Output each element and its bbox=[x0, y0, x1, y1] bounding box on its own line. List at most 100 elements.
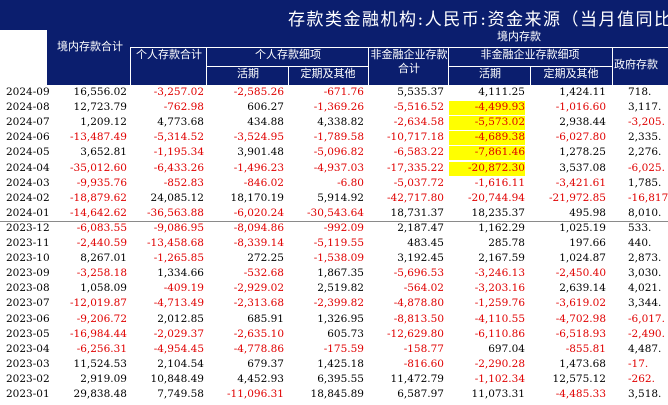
table-cell: 18,731.37 bbox=[390, 206, 444, 219]
table-cell: 3,652.81 bbox=[80, 146, 127, 159]
table-cell: 272.25 bbox=[247, 252, 284, 265]
table-cell: 1,025.19 bbox=[559, 221, 606, 234]
table-cell: -9,935.76 bbox=[76, 176, 127, 189]
table-cell: -532.68 bbox=[243, 267, 284, 280]
table-cell: -8,094.86 bbox=[233, 221, 284, 234]
table-cell: -3,258.18 bbox=[76, 267, 127, 280]
table-cell: -35,012.60 bbox=[70, 161, 127, 174]
table-cell: -6,433.26 bbox=[153, 161, 204, 174]
table-cell: 1,424.11 bbox=[559, 86, 606, 98]
table-cell: -5,119.55 bbox=[313, 237, 364, 249]
table-cell: 18,845.89 bbox=[310, 388, 364, 400]
table-cell: 679.37 bbox=[247, 357, 284, 370]
table-cell: -6,025. bbox=[628, 161, 665, 174]
table-cell: 1,326.95 bbox=[317, 312, 364, 325]
table-cell: 2,919.09 bbox=[80, 372, 127, 385]
table-cell: 11,073.31 bbox=[471, 388, 525, 400]
table-cell: -11,096.31 bbox=[227, 388, 284, 400]
header-total-deposits: 境内存款合计 bbox=[57, 40, 123, 53]
table-cell: -2,585.26 bbox=[233, 86, 284, 98]
table-cell: -4,702.98 bbox=[555, 312, 606, 325]
table-cell: 606.27 bbox=[247, 101, 284, 114]
row-date: 2023-11 bbox=[6, 237, 50, 249]
table-cell: 718. bbox=[628, 86, 652, 98]
table-cell: 4,021. bbox=[628, 282, 662, 295]
table-cell: 440. bbox=[628, 237, 652, 249]
table-cell: -4,110.55 bbox=[474, 312, 525, 325]
row-date: 2024-01 bbox=[6, 206, 50, 219]
row-date: 2024-02 bbox=[6, 191, 50, 204]
table-cell: -2,490. bbox=[628, 327, 665, 340]
table-cell: -12,019.87 bbox=[70, 297, 127, 310]
table-cell: -1,265.85 bbox=[153, 252, 204, 265]
header-divider bbox=[449, 66, 612, 67]
table-cell: 533. bbox=[628, 221, 652, 234]
sheet-title: 存款类金融机构:人民币:资金来源（当月值同比 bbox=[288, 10, 668, 30]
table-cell: -2,450.40 bbox=[555, 267, 606, 280]
table-cell: -6,110.86 bbox=[474, 327, 525, 340]
table-cell: 3,117. bbox=[628, 101, 662, 114]
table-cell: 24,085.12 bbox=[150, 191, 204, 204]
table-cell: 285.78 bbox=[488, 237, 525, 249]
header-divider bbox=[288, 66, 289, 85]
table-cell: 4,452.93 bbox=[237, 372, 284, 385]
table-cell: -1,496.23 bbox=[233, 161, 284, 174]
header-group-nonfin: 非金融企业存款细项 bbox=[480, 48, 580, 61]
table-cell: 2,012.85 bbox=[157, 312, 204, 325]
table-cell: -9,206.72 bbox=[76, 312, 127, 325]
table-cell: 2,187.47 bbox=[397, 221, 444, 234]
row-date: 2023-02 bbox=[6, 372, 50, 385]
table-cell: -3,203.16 bbox=[474, 282, 525, 295]
table-cell: 2,873. bbox=[628, 252, 662, 265]
table-cell: -17,335.22 bbox=[387, 161, 444, 174]
table-cell: -852.83 bbox=[163, 176, 204, 189]
table-cell: -6,017. bbox=[628, 312, 665, 325]
table-cell: -5,096.82 bbox=[313, 146, 364, 159]
table-cell: 4,773.68 bbox=[157, 116, 204, 129]
table-cell: 11,524.53 bbox=[73, 357, 127, 370]
table-cell: -3,421.61 bbox=[555, 176, 606, 189]
table-cell: 5,914.92 bbox=[317, 191, 364, 204]
header-divider bbox=[448, 47, 449, 85]
table-cell: -1,102.34 bbox=[474, 372, 525, 385]
table-cell: -4,778.86 bbox=[233, 342, 284, 355]
table-cell: 3,901.48 bbox=[237, 146, 284, 159]
table-cell: -4,689.38 bbox=[449, 131, 525, 146]
table-cell: -1,789.58 bbox=[313, 131, 364, 144]
table-cell: -2,929.02 bbox=[233, 282, 284, 295]
table-cell: 10,848.49 bbox=[150, 372, 204, 385]
table-cell: 6,587.97 bbox=[397, 388, 444, 400]
table-cell: -2,290.28 bbox=[474, 357, 525, 370]
table-cell: 7,749.58 bbox=[157, 388, 204, 400]
table-cell: -30,543.64 bbox=[307, 206, 364, 219]
row-date: 2023-04 bbox=[6, 342, 50, 355]
table-cell: 3,344. bbox=[628, 297, 662, 310]
table-cell: -10,717.18 bbox=[387, 131, 444, 144]
table-cell: 8,010. bbox=[628, 206, 662, 219]
table-cell: 2,276. bbox=[628, 146, 662, 159]
table-cell: 5,535.37 bbox=[397, 86, 444, 98]
table-cell: 18,235.37 bbox=[471, 206, 525, 219]
table-cell: -4,954.45 bbox=[153, 342, 204, 355]
table-cell: 2,938.44 bbox=[559, 116, 606, 129]
row-date: 2024-03 bbox=[6, 176, 50, 189]
table-cell: -1,616.11 bbox=[474, 176, 525, 189]
table-cell: 2,335. bbox=[628, 131, 662, 144]
table-cell: -9,086.95 bbox=[153, 221, 204, 234]
row-date: 2024-09 bbox=[6, 86, 50, 98]
table-cell: -3,257.02 bbox=[153, 86, 204, 98]
table-cell: 1,162.29 bbox=[478, 221, 525, 234]
table-cell: 1,058.09 bbox=[80, 282, 127, 295]
header-divider bbox=[130, 47, 131, 85]
table-cell: -2,634.58 bbox=[393, 116, 444, 129]
table-cell: 1,024.87 bbox=[559, 252, 606, 265]
table-cell: -6,027.80 bbox=[555, 131, 606, 144]
table-cell: 8,267.01 bbox=[80, 252, 127, 265]
table-cell: -20,872.30 bbox=[449, 161, 525, 176]
table-cell: -5,037.72 bbox=[393, 176, 444, 189]
table-cell: -6,256.31 bbox=[76, 342, 127, 355]
table-cell: -17. bbox=[628, 357, 649, 370]
header-gov: 政府存款 bbox=[614, 58, 658, 71]
header-nonfin-current: 活期 bbox=[479, 67, 501, 80]
table-cell: -5,516.52 bbox=[393, 101, 444, 114]
